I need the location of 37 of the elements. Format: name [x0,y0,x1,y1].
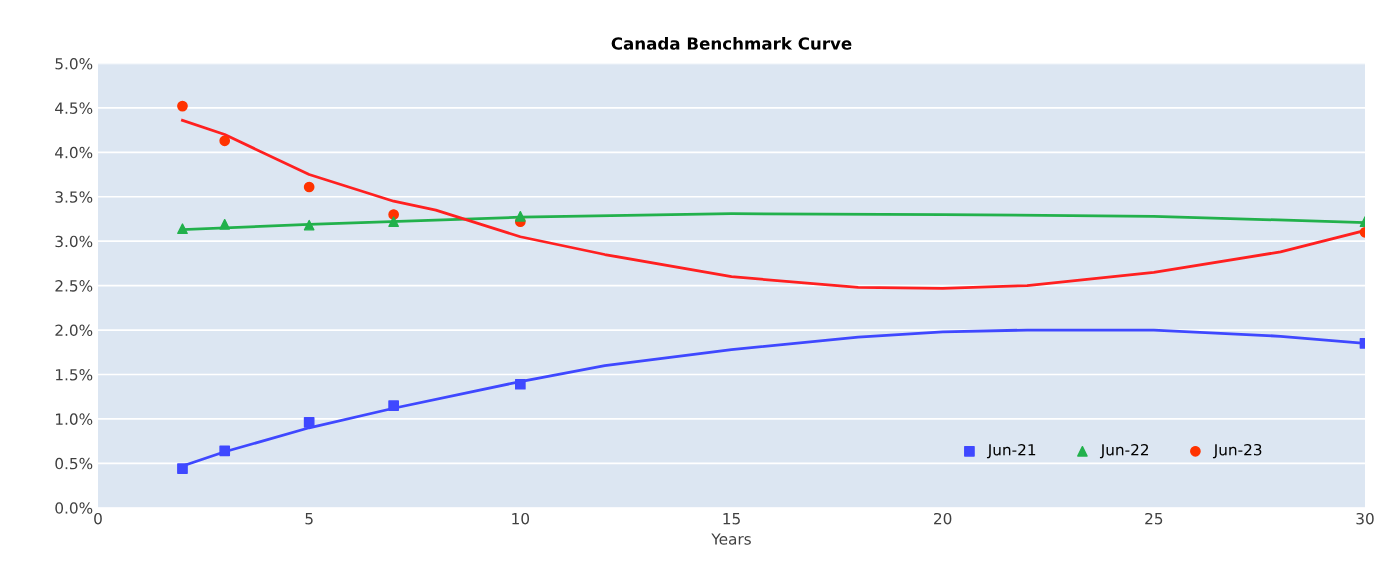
y-tick-label: 5.0% [55,57,93,70]
x-tick-label: 25 [1145,512,1163,525]
y-tick-label: 0.0% [55,502,93,514]
point [303,417,315,428]
point [388,209,399,220]
x-axis-title: Years [711,533,751,545]
point [303,181,315,193]
point [219,218,231,230]
point [514,378,526,390]
x-tick-label: 20 [934,512,952,525]
legend-label: Jun-22 [1099,443,1149,459]
y-tick-label: 4.5% [55,102,93,114]
y-tick-label: 1.5% [56,368,93,381]
point [219,135,231,147]
chart-title: Canada Benchmark Curve [611,36,852,50]
y-tick-label: 3.0% [55,235,93,248]
point [219,445,231,457]
y-tick-label: 4.0% [55,146,93,159]
y-tick-label: 2.0% [55,324,93,337]
x-tick-label: 15 [723,513,740,525]
y-tick-label: 0.5% [55,457,93,470]
point [388,216,399,227]
point [388,400,399,411]
x-tick-label: 10 [512,512,530,525]
point [514,210,526,222]
y-tick-label: 1.0% [56,413,93,425]
x-tick-label: 30 [1356,512,1374,525]
point [177,100,188,112]
point [177,463,188,475]
point [177,223,188,235]
point [303,219,315,231]
legend-label: Jun-23 [1212,443,1262,459]
y-tick-label: 3.5% [55,191,93,203]
x-tick-label: 5 [305,513,313,525]
y-tick-label: 2.5% [55,280,93,292]
legend-label: Jun-21 [986,443,1036,459]
x-tick-label: 0 [94,512,102,525]
